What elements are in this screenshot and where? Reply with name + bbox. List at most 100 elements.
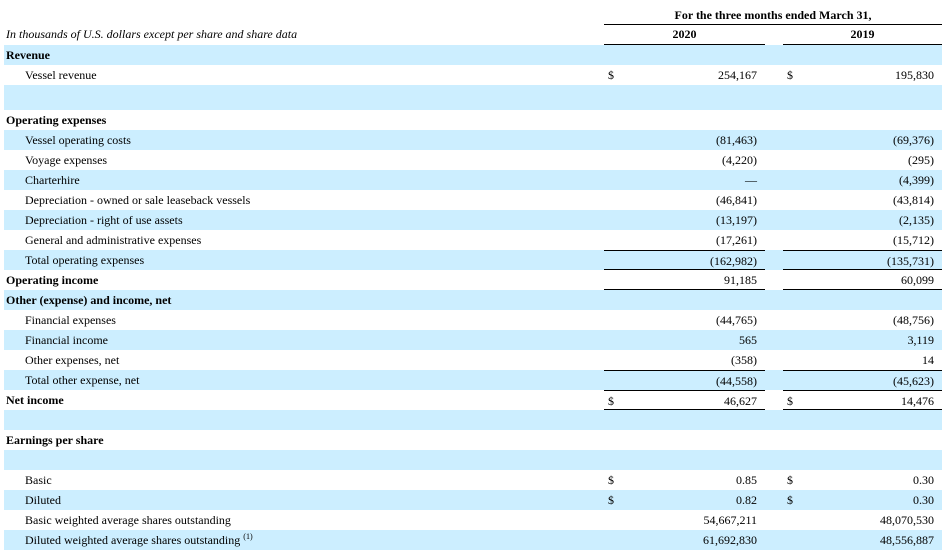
- value-cell-2020: 91,185: [604, 270, 765, 290]
- table-row: Depreciation - owned or sale leaseback v…: [4, 190, 942, 210]
- value-cell-2020: $0.85: [604, 470, 765, 490]
- currency-symbol: $: [608, 394, 614, 408]
- value-cell-2019: [783, 450, 942, 470]
- value-cell-2020: [604, 85, 765, 110]
- row-label: Other expenses, net: [25, 353, 120, 367]
- table-row: Depreciation - right of use assets (13,19…: [4, 210, 942, 230]
- table-row: Financial expenses (44,765) (48,756): [4, 310, 942, 330]
- row-label: Voyage expenses: [25, 153, 108, 167]
- table-row: Diluted weighted average shares outstand…: [4, 530, 942, 550]
- value-2020: (17,261): [716, 233, 757, 247]
- table-row: Voyage expenses (4,220) (295): [4, 150, 942, 170]
- row-label: Basic weighted average shares outstandin…: [25, 513, 231, 527]
- value-2020: 0.82: [736, 493, 757, 507]
- table-row: Vessel revenue $254,167 $195,830: [4, 65, 942, 85]
- value-cell-2019: (4,399): [783, 170, 942, 190]
- statement-rows: Revenue Vessel revenue $254,167 $195,830 Ope…: [4, 45, 942, 550]
- footnote-marker: (1): [243, 532, 253, 541]
- row-label: General and administrative expenses: [25, 233, 202, 247]
- value-cell-2020: [604, 45, 765, 65]
- row-label: Diluted weighted average shares outstand…: [25, 532, 253, 548]
- table-row: [4, 410, 942, 430]
- value-cell-2019: (15,712): [783, 230, 942, 250]
- value-2019: (2,135): [899, 213, 934, 227]
- table-row: Net income $46,627 $14,476: [4, 390, 942, 410]
- value-cell-2020: (358): [604, 350, 765, 370]
- value-cell-2019: $0.30: [783, 490, 942, 510]
- value-cell-2020: [604, 110, 765, 130]
- value-cell-2020: (17,261): [604, 230, 765, 250]
- table-row: Charterhire — (4,399): [4, 170, 942, 190]
- value-cell-2019: 48,070,530: [783, 510, 942, 530]
- value-2019: 48,070,530: [880, 513, 934, 527]
- value-2019: 0.30: [913, 493, 934, 507]
- table-row: Total other expense, net (44,558) (45,623): [4, 370, 942, 390]
- value-cell-2019: 48,556,887: [783, 530, 942, 550]
- row-label: Total other expense, net: [25, 373, 140, 387]
- value-2019: (48,756): [893, 313, 934, 327]
- table-row: Financial income 565 3,119: [4, 330, 942, 350]
- value-cell-2020: (162,982): [604, 250, 765, 270]
- value-2020: (81,463): [716, 133, 757, 147]
- table-row: Operating expenses: [4, 110, 942, 130]
- currency-symbol: $: [787, 68, 793, 82]
- row-label: Operating expenses: [6, 113, 107, 127]
- value-2020: (162,982): [710, 254, 757, 268]
- row-label: Diluted: [25, 493, 61, 507]
- currency-symbol: $: [608, 68, 614, 82]
- value-2020: (358): [731, 353, 757, 367]
- value-cell-2020: (44,558): [604, 370, 765, 390]
- value-cell-2019: (43,814): [783, 190, 942, 210]
- value-cell-2020: (44,765): [604, 310, 765, 330]
- value-2020: (44,558): [716, 374, 757, 388]
- value-cell-2019: [783, 430, 942, 450]
- table-row: [4, 450, 942, 470]
- value-2019: 14,476: [901, 394, 934, 408]
- value-2019: 0.30: [913, 473, 934, 487]
- currency-symbol: $: [608, 493, 614, 507]
- table-row: [4, 85, 942, 110]
- value-cell-2019: (69,376): [783, 130, 942, 150]
- table-row: Basic weighted average shares outstandin…: [4, 510, 942, 530]
- table-row: Basic $0.85 $0.30: [4, 470, 942, 490]
- value-cell-2020: 54,667,211: [604, 510, 765, 530]
- value-cell-2019: [783, 110, 942, 130]
- table-row: Operating income 91,185 60,099: [4, 270, 942, 290]
- value-cell-2019: 60,099: [783, 270, 942, 290]
- value-2019: 48,556,887: [880, 533, 934, 547]
- value-2019: 14: [922, 353, 934, 367]
- row-label: Vessel revenue: [25, 68, 97, 82]
- value-cell-2020: $254,167: [604, 65, 765, 85]
- table-row: Other expenses, net (358) 14: [4, 350, 942, 370]
- currency-symbol: $: [787, 493, 793, 507]
- value-cell-2020: (81,463): [604, 130, 765, 150]
- value-cell-2019: $14,476: [783, 390, 942, 410]
- value-2020: (13,197): [716, 213, 757, 227]
- value-2019: 3,119: [907, 333, 934, 347]
- value-2020: (46,841): [716, 193, 757, 207]
- table-row: Diluted $0.82 $0.30: [4, 490, 942, 510]
- value-cell-2019: (295): [783, 150, 942, 170]
- value-2020: 254,167: [718, 68, 757, 82]
- table-row: Vessel operating costs (81,463) (69,376): [4, 130, 942, 150]
- value-2020: 61,692,830: [703, 533, 757, 547]
- year-header-2020: 2020: [604, 25, 765, 45]
- row-label: Financial income: [25, 333, 108, 347]
- value-cell-2019: $0.30: [783, 470, 942, 490]
- value-cell-2020: [604, 430, 765, 450]
- currency-symbol: $: [787, 473, 793, 487]
- value-2019: (45,623): [893, 374, 934, 388]
- value-cell-2020: [604, 290, 765, 310]
- table-row: General and administrative expenses (17,2…: [4, 230, 942, 250]
- row-label: Other (expense) and income, net: [6, 293, 172, 307]
- value-cell-2019: [783, 410, 942, 430]
- row-label: Depreciation - owned or sale leaseback v…: [25, 193, 251, 207]
- row-label: Depreciation - right of use assets: [25, 213, 183, 227]
- value-cell-2019: [783, 85, 942, 110]
- value-cell-2020: [604, 450, 765, 470]
- value-cell-2020: $46,627: [604, 390, 765, 410]
- value-cell-2020: [604, 410, 765, 430]
- row-label: Charterhire: [25, 173, 80, 187]
- row-label: Operating income: [6, 273, 99, 287]
- table-row: Revenue: [4, 45, 942, 65]
